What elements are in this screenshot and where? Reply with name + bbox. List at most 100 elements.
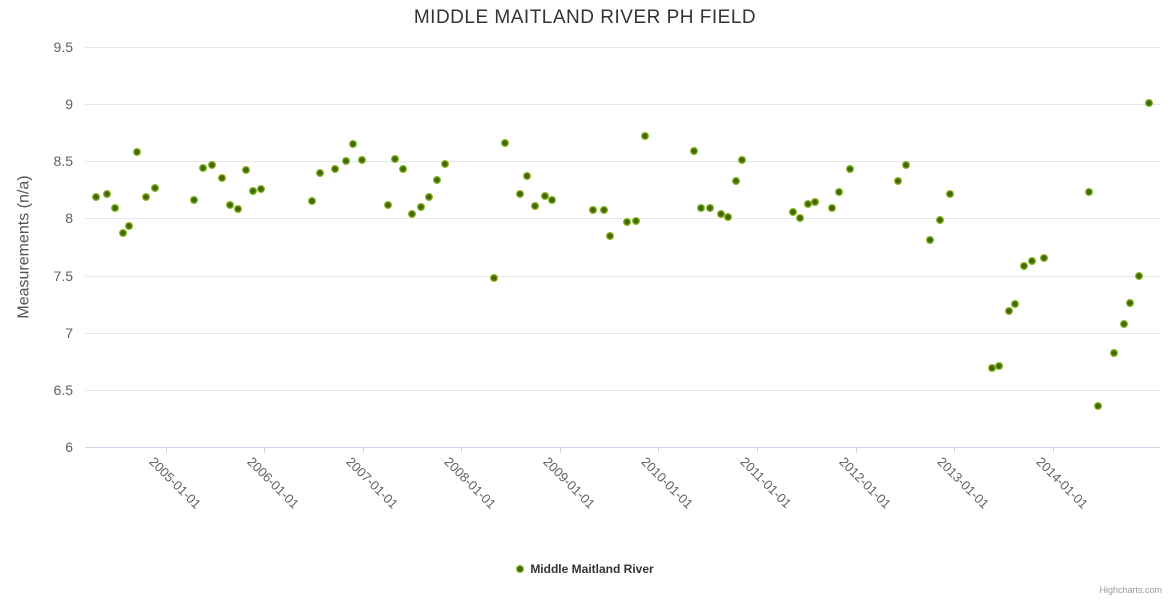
data-point[interactable] xyxy=(1085,188,1094,197)
plot-area xyxy=(85,47,1160,448)
data-point[interactable] xyxy=(1119,319,1128,328)
data-point[interactable] xyxy=(1005,307,1014,315)
data-point[interactable] xyxy=(901,160,910,169)
y-gridline xyxy=(85,161,1160,163)
data-point[interactable] xyxy=(1135,271,1144,280)
data-point[interactable] xyxy=(936,215,945,224)
data-point[interactable] xyxy=(119,229,128,238)
data-point[interactable] xyxy=(705,204,714,213)
data-point[interactable] xyxy=(796,214,805,223)
y-gridline xyxy=(85,104,1160,106)
data-point[interactable] xyxy=(110,204,119,213)
data-point[interactable] xyxy=(399,165,408,174)
x-axis-tick-label: 2009-01-01 xyxy=(540,454,598,512)
data-point[interactable] xyxy=(716,209,725,218)
data-point[interactable] xyxy=(689,147,698,155)
x-axis-tick xyxy=(165,447,167,453)
data-point[interactable] xyxy=(1027,256,1036,265)
data-point[interactable] xyxy=(1126,299,1135,307)
x-axis-tick xyxy=(362,447,364,453)
data-point[interactable] xyxy=(208,160,217,169)
data-point[interactable] xyxy=(811,198,820,207)
data-point[interactable] xyxy=(926,236,935,245)
data-point[interactable] xyxy=(225,200,234,209)
y-axis-tick-label: 6.5 xyxy=(53,381,73,398)
data-point[interactable] xyxy=(217,174,226,183)
data-point[interactable] xyxy=(834,188,843,197)
data-point[interactable] xyxy=(391,155,400,163)
data-point[interactable] xyxy=(233,205,242,214)
y-axis-tick-label: 8 xyxy=(65,210,73,227)
data-point[interactable] xyxy=(384,200,393,209)
data-point[interactable] xyxy=(541,191,550,200)
data-point[interactable] xyxy=(987,364,996,373)
data-point[interactable] xyxy=(1145,99,1154,107)
data-point[interactable] xyxy=(893,176,902,185)
data-point[interactable] xyxy=(531,201,540,210)
data-point[interactable] xyxy=(1093,401,1102,410)
data-point[interactable] xyxy=(523,172,532,181)
data-point[interactable] xyxy=(640,132,649,141)
data-point[interactable] xyxy=(331,165,340,174)
data-point[interactable] xyxy=(548,196,557,205)
data-point[interactable] xyxy=(408,209,417,218)
y-gridline xyxy=(85,47,1160,48)
data-point[interactable] xyxy=(995,361,1004,370)
data-point[interactable] xyxy=(1020,262,1029,271)
data-point[interactable] xyxy=(133,148,142,157)
x-axis-tick-label: 2014-01-01 xyxy=(1032,454,1091,512)
data-point[interactable] xyxy=(600,206,609,215)
data-point[interactable] xyxy=(738,156,747,165)
data-point[interactable] xyxy=(1109,349,1118,358)
data-point[interactable] xyxy=(622,217,631,226)
data-point[interactable] xyxy=(424,192,433,201)
data-point[interactable] xyxy=(515,190,524,199)
data-point[interactable] xyxy=(789,207,798,216)
data-point[interactable] xyxy=(190,196,199,205)
y-axis-tick-label: 8.5 xyxy=(53,153,73,170)
x-axis-tick xyxy=(954,447,956,453)
data-point[interactable] xyxy=(440,159,449,168)
data-point[interactable] xyxy=(696,204,705,213)
data-point[interactable] xyxy=(416,203,425,211)
data-point[interactable] xyxy=(125,222,134,231)
data-point[interactable] xyxy=(606,231,615,240)
data-point[interactable] xyxy=(732,176,741,185)
y-axis-tick-label: 9 xyxy=(65,96,73,113)
x-axis-tick xyxy=(559,447,561,453)
data-point[interactable] xyxy=(315,168,324,177)
data-point[interactable] xyxy=(1011,300,1020,309)
data-point[interactable] xyxy=(804,199,813,208)
x-axis-tick-label: 2007-01-01 xyxy=(343,454,401,512)
data-point[interactable] xyxy=(91,192,100,201)
data-point[interactable] xyxy=(724,213,733,222)
x-axis-tick-label: 2010-01-01 xyxy=(638,454,697,512)
data-point[interactable] xyxy=(589,206,598,215)
data-point[interactable] xyxy=(845,165,854,174)
data-point[interactable] xyxy=(307,197,316,206)
data-point[interactable] xyxy=(142,192,151,201)
x-axis-tick xyxy=(461,447,463,453)
data-point[interactable] xyxy=(1039,254,1048,263)
y-gridline xyxy=(85,218,1160,220)
data-point[interactable] xyxy=(150,183,159,192)
y-axis-tick-label: 9.5 xyxy=(53,39,73,55)
legend-series-label: Middle Maitland River xyxy=(530,562,654,576)
data-point[interactable] xyxy=(349,140,357,149)
data-point[interactable] xyxy=(241,166,250,175)
highcharts-credits-link[interactable]: Highcharts.com xyxy=(1099,585,1162,595)
data-point[interactable] xyxy=(357,156,366,165)
data-point[interactable] xyxy=(631,216,640,225)
data-point[interactable] xyxy=(946,190,955,199)
data-point[interactable] xyxy=(827,204,836,213)
data-point[interactable] xyxy=(489,273,498,282)
data-point[interactable] xyxy=(102,190,111,199)
data-point[interactable] xyxy=(199,164,208,173)
legend[interactable]: Middle Maitland River xyxy=(0,562,1170,576)
data-point[interactable] xyxy=(342,157,351,166)
data-point[interactable] xyxy=(500,139,509,147)
y-gridline xyxy=(85,389,1160,391)
data-point[interactable] xyxy=(432,175,441,184)
data-point[interactable] xyxy=(257,184,266,193)
data-point[interactable] xyxy=(249,187,258,195)
